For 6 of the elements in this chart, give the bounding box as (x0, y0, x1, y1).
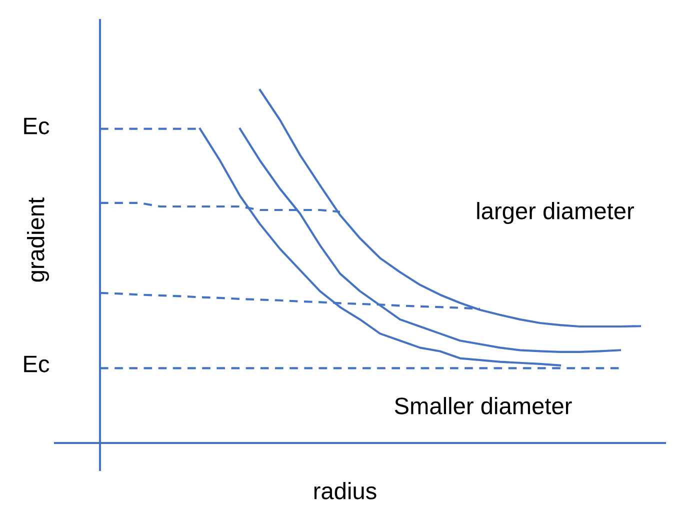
annotation: Smaller diameter (394, 396, 572, 414)
text: Ec (24, 356, 50, 372)
text: Ec (24, 118, 50, 134)
y-axis-title: gradient (26, 198, 50, 282)
x-axis-title: radius (314, 482, 376, 500)
annotation: larger diameter (477, 202, 634, 224)
